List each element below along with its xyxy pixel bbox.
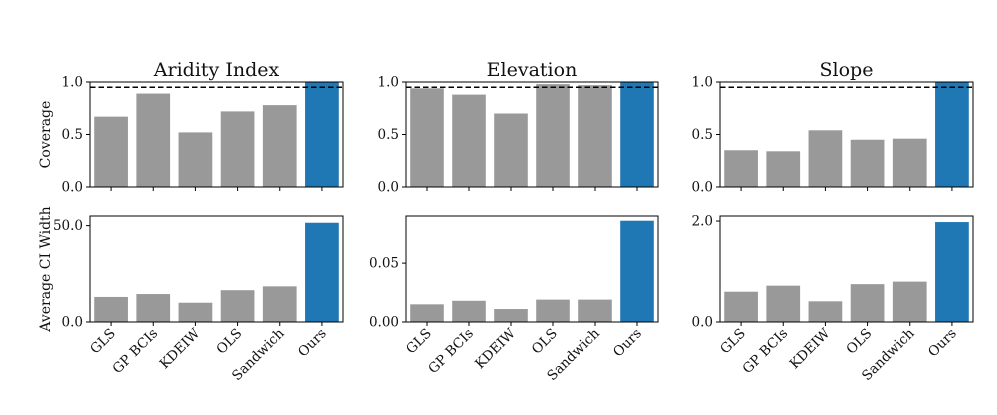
y-axis-label: Average CI Width bbox=[38, 206, 54, 332]
bar-gls bbox=[410, 304, 444, 322]
bar-gls bbox=[724, 150, 758, 187]
x-tick-label: OLS bbox=[213, 326, 245, 358]
bar-kdeiw bbox=[494, 113, 528, 187]
x-tick-label: KDEIW bbox=[157, 325, 204, 372]
axes-frame bbox=[405, 215, 659, 323]
bar-ols bbox=[850, 139, 885, 187]
axes-frame bbox=[719, 215, 974, 323]
bar-gp-bcis bbox=[136, 294, 171, 322]
x-tick-label: GLS bbox=[403, 326, 435, 358]
y-tick-label: 0.0 bbox=[62, 315, 83, 331]
bar-ours bbox=[935, 82, 969, 187]
bar-gls bbox=[94, 116, 128, 187]
bar-kdeiw bbox=[494, 309, 528, 322]
bar-gls bbox=[724, 291, 758, 322]
x-tick-label: OLS bbox=[843, 326, 875, 358]
bar-sandwich bbox=[578, 85, 612, 187]
x-tick-label: KDEIW bbox=[472, 325, 519, 372]
axes-frame bbox=[89, 215, 344, 323]
chart-title-2: Slope bbox=[820, 59, 874, 81]
y-tick-label: 1.0 bbox=[378, 75, 399, 91]
bar-gp-bcis bbox=[766, 151, 801, 187]
x-tick-label: Ours bbox=[925, 325, 960, 360]
bar-sandwich bbox=[262, 105, 297, 187]
y-tick-label: 0.05 bbox=[369, 256, 399, 272]
x-tick-label: GP BCIs bbox=[740, 325, 792, 377]
y-tick-label: 0.0 bbox=[692, 315, 713, 331]
y-tick-label: 0.0 bbox=[62, 180, 83, 196]
bar-ours bbox=[620, 220, 654, 322]
bar-kdeiw bbox=[808, 301, 843, 322]
x-tick-label: GLS bbox=[717, 326, 749, 358]
y-axis-label: Coverage bbox=[38, 101, 54, 169]
bar-ols bbox=[850, 284, 885, 322]
bar-gls bbox=[94, 296, 128, 322]
y-tick-label: 0.00 bbox=[369, 315, 399, 331]
y-tick-label: 1.0 bbox=[692, 75, 713, 91]
chart-title-0: Aridity Index bbox=[153, 59, 280, 81]
bar-ols bbox=[220, 111, 255, 187]
bar-ours bbox=[305, 222, 339, 322]
y-tick-label: 0.5 bbox=[378, 127, 399, 143]
bar-gp-bcis bbox=[452, 94, 486, 187]
x-tick-label: KDEIW bbox=[787, 325, 834, 372]
bar-gls bbox=[410, 88, 444, 187]
chart-title-1: Elevation bbox=[487, 59, 578, 81]
bar-ours bbox=[305, 82, 339, 187]
bar-sandwich bbox=[578, 299, 612, 322]
bar-kdeiw bbox=[178, 302, 213, 322]
x-tick-label: GP BCIs bbox=[425, 325, 477, 377]
y-tick-label: 0.0 bbox=[378, 180, 399, 196]
bar-ols bbox=[536, 299, 570, 322]
bar-ours bbox=[935, 222, 969, 322]
bar-ours bbox=[620, 82, 654, 187]
x-tick-label: OLS bbox=[529, 326, 561, 358]
bar-gp-bcis bbox=[136, 93, 171, 187]
y-tick-label: 1.0 bbox=[62, 75, 83, 91]
y-tick-label: 0.0 bbox=[692, 180, 713, 196]
bar-kdeiw bbox=[178, 132, 213, 187]
x-tick-label: GLS bbox=[87, 326, 119, 358]
y-tick-label: 0.5 bbox=[692, 127, 713, 143]
bar-sandwich bbox=[892, 138, 927, 187]
y-tick-label: 50.0 bbox=[53, 218, 83, 234]
x-tick-label: Ours bbox=[610, 325, 645, 360]
bar-ols bbox=[220, 290, 255, 322]
bar-gp-bcis bbox=[766, 285, 801, 322]
y-tick-label: 2.0 bbox=[692, 214, 713, 230]
bar-gp-bcis bbox=[452, 300, 486, 322]
bar-sandwich bbox=[892, 281, 927, 322]
x-tick-label: GP BCIs bbox=[110, 325, 162, 377]
y-tick-label: 0.5 bbox=[62, 127, 83, 143]
bar-ols bbox=[536, 84, 570, 187]
bar-sandwich bbox=[262, 286, 297, 322]
bar-kdeiw bbox=[808, 130, 843, 187]
x-tick-label: Ours bbox=[295, 325, 330, 360]
